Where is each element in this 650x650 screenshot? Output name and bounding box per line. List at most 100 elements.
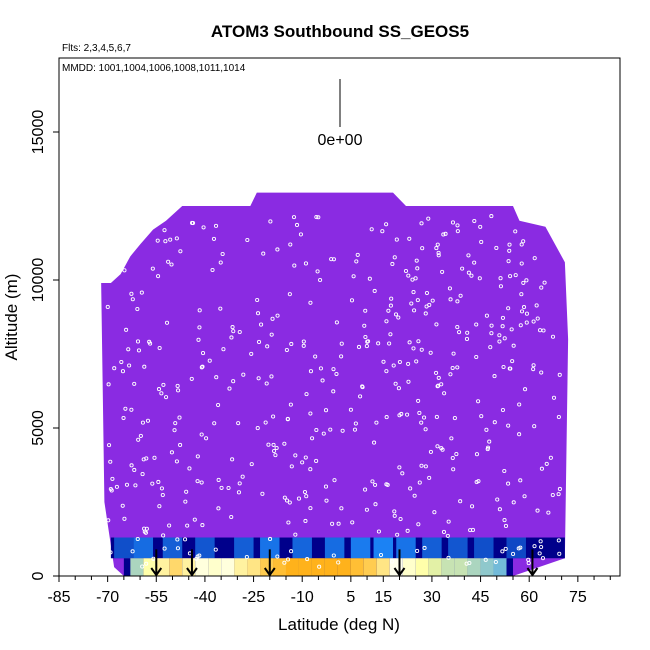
sample-point (197, 553, 202, 558)
sample-point (298, 232, 303, 237)
sample-point (518, 323, 523, 328)
sample-point (474, 452, 480, 457)
sample-point (498, 284, 503, 289)
sample-point (548, 455, 553, 460)
x-tick-label: -55 (145, 589, 168, 606)
sample-point (518, 478, 523, 483)
sample-point (161, 533, 166, 538)
sample-point (287, 292, 292, 297)
high-cell-28 (493, 558, 507, 576)
surface-arrow-1 (186, 549, 198, 577)
sample-point (231, 379, 236, 384)
sample-point (493, 559, 498, 565)
sample-point (255, 426, 260, 431)
sample-point (271, 414, 276, 419)
sample-point (105, 304, 110, 310)
sample-point (122, 516, 127, 521)
high-cell-23 (428, 558, 442, 576)
mid-cell-13 (474, 537, 494, 559)
sample-point (110, 476, 115, 481)
sample-point (445, 533, 450, 538)
mid-cell-14 (506, 537, 526, 559)
sample-point (441, 232, 446, 237)
sample-point (163, 239, 168, 244)
flights-subtitle: Flts: 2,3,4,5,6,7 (62, 43, 131, 54)
sample-point (557, 372, 562, 377)
sample-point (478, 224, 483, 229)
sample-point (448, 297, 453, 302)
sample-point (531, 363, 536, 368)
sample-point (194, 556, 199, 561)
sample-point (282, 495, 287, 500)
plot-frame (58, 57, 621, 577)
sample-point (487, 439, 492, 444)
sample-point (516, 546, 521, 551)
sample-point (178, 249, 183, 254)
x-axis-label: Latitude (deg N) (278, 615, 400, 634)
sample-point (318, 278, 323, 283)
sample-point (544, 461, 549, 466)
high-cell-18 (363, 558, 377, 576)
mid-cell-8 (350, 537, 371, 559)
sample-point (372, 440, 377, 445)
sample-point (174, 459, 179, 464)
sample-point (249, 462, 254, 467)
sample-point (316, 215, 321, 220)
high-cell-21 (402, 558, 416, 576)
sample-point (308, 369, 313, 374)
sample-point (323, 408, 329, 413)
mid-cell-0 (114, 537, 134, 559)
sample-point (410, 277, 415, 282)
sample-point (532, 544, 537, 549)
sample-point (315, 269, 320, 274)
sample-point (390, 261, 395, 267)
sample-point (521, 280, 526, 285)
sample-point (199, 365, 204, 370)
sample-point (236, 421, 241, 426)
sample-point (411, 290, 416, 295)
sample-point (305, 557, 310, 562)
sample-point (436, 250, 441, 255)
sample-point (427, 475, 432, 480)
x-tick-label: -70 (96, 589, 119, 606)
high-cell-25 (454, 558, 468, 576)
scale-label: 0e+00 (318, 132, 363, 149)
sample-point (458, 499, 463, 504)
sample-point (261, 251, 266, 256)
sample-point (172, 428, 177, 433)
sample-point (159, 486, 164, 491)
sample-point (245, 237, 250, 243)
sample-point (152, 455, 157, 460)
sample-point (363, 308, 368, 313)
mid-cell-5 (260, 537, 280, 559)
sample-point (156, 479, 161, 485)
sample-point (129, 463, 134, 468)
sample-point (539, 285, 544, 290)
sample-point (416, 398, 421, 403)
sample-point (386, 308, 391, 313)
sample-point (388, 303, 393, 308)
sample-point (301, 339, 306, 344)
sample-point (479, 414, 484, 419)
sample-point (355, 252, 360, 257)
sample-point (135, 536, 140, 542)
sample-point (156, 387, 162, 392)
sample-point (213, 547, 218, 552)
sample-point (310, 436, 315, 441)
sample-point (304, 392, 309, 397)
sample-point (286, 520, 291, 525)
high-cell-24 (441, 558, 455, 576)
sample-point (434, 246, 439, 251)
sample-point (550, 493, 555, 498)
sample-point (229, 514, 234, 520)
sample-point (289, 341, 294, 347)
sample-point (108, 550, 113, 555)
sample-point (440, 447, 445, 452)
sample-point (546, 510, 551, 515)
sample-point (183, 537, 188, 542)
sample-point (489, 214, 494, 219)
sample-point (301, 343, 306, 348)
sample-point (472, 260, 477, 265)
sample-point (274, 445, 279, 451)
sample-point (133, 483, 138, 488)
